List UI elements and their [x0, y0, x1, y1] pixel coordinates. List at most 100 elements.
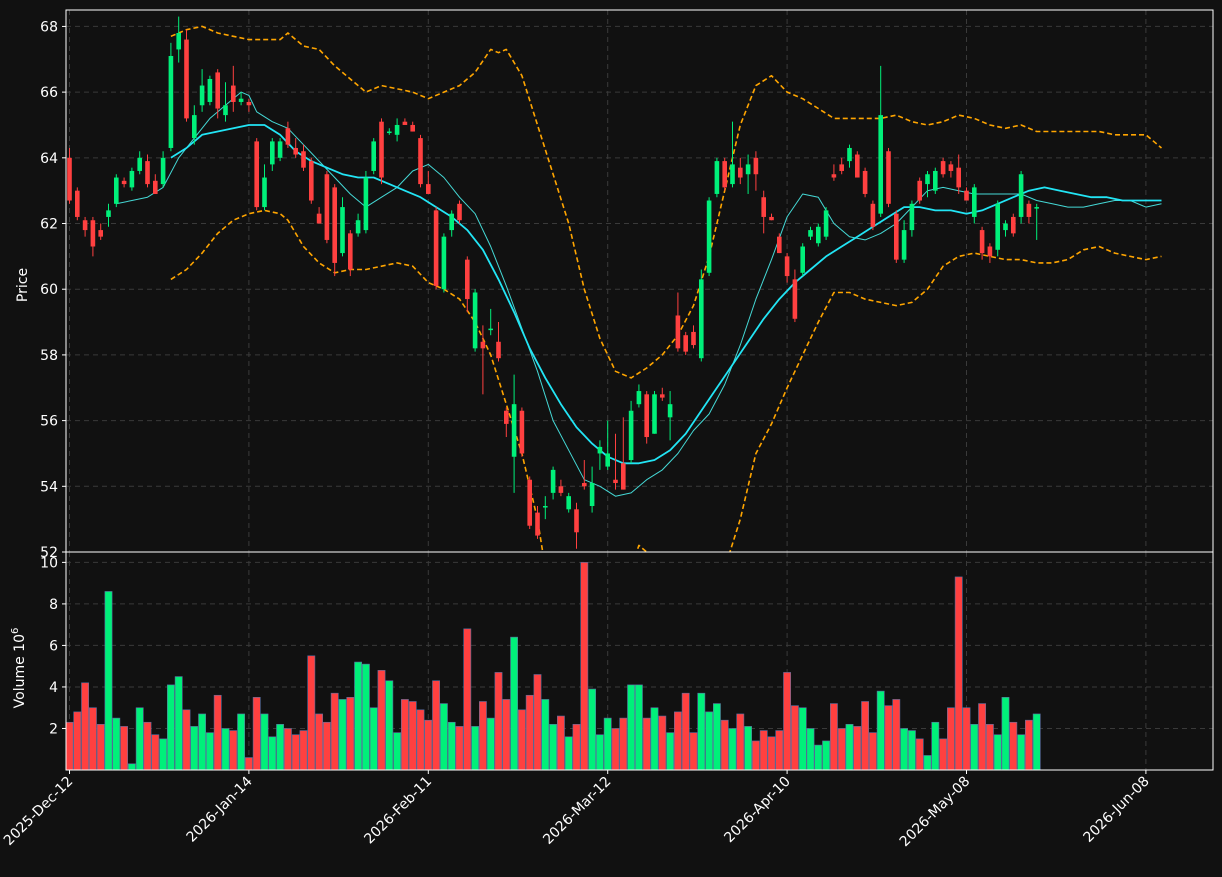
candle-body — [769, 216, 774, 221]
volume-tick-label: 4 — [49, 680, 58, 696]
volume-bar — [471, 726, 479, 770]
candle-body — [574, 509, 579, 533]
candle-body — [636, 391, 642, 405]
candle-body — [340, 207, 345, 254]
volume-bar — [541, 699, 550, 770]
candle-body — [808, 230, 813, 237]
volume-bar — [861, 701, 869, 770]
volume-bar — [728, 728, 737, 770]
price-tick-label: 60 — [40, 282, 58, 298]
volume-bar — [354, 661, 362, 770]
volume-bar — [946, 707, 955, 770]
date-tick-label: 2026-Jan-14 — [184, 773, 256, 845]
candle-body — [714, 161, 720, 194]
volume-bar — [408, 701, 417, 770]
volume-tick-label: 10 — [40, 555, 58, 571]
volume-bar — [681, 692, 690, 770]
candle-body — [948, 164, 954, 171]
volume-bar — [455, 726, 464, 770]
date-tick-label: 2026-Feb-11 — [361, 774, 435, 848]
candle-body — [488, 328, 493, 331]
candle-body — [597, 446, 603, 454]
candle-body — [316, 213, 322, 224]
date-tick-label: 2026-Mar-12 — [540, 774, 614, 848]
candle-body — [979, 230, 985, 254]
candle-body — [324, 174, 330, 240]
volume-bar — [369, 707, 378, 770]
volume-bar — [299, 730, 308, 770]
candle-body — [699, 279, 704, 359]
volume-bar — [588, 688, 596, 770]
volume-tick-label: 2 — [49, 721, 58, 737]
volume-panel-frame — [65, 551, 1214, 771]
candle-body — [90, 220, 96, 247]
volume-bar — [790, 705, 799, 770]
candle-body — [418, 138, 423, 185]
volume-bar — [276, 724, 284, 770]
candle-body — [566, 496, 571, 510]
candle-body — [652, 394, 657, 434]
volume-bar — [104, 591, 113, 770]
volume-bar — [814, 744, 823, 770]
candle-body — [894, 213, 899, 260]
candle-body — [527, 479, 532, 526]
candle-body — [472, 292, 478, 349]
volume-bar — [315, 713, 323, 770]
date-tick-label: 2026-Jun-08 — [1080, 774, 1152, 846]
candle-body — [192, 115, 197, 139]
volume-bar — [112, 717, 121, 770]
candle-body — [535, 512, 540, 536]
date-tick-label: 2025-Dec-12 — [1, 774, 76, 849]
volume-bar — [432, 680, 440, 770]
candle-body — [153, 180, 158, 194]
volume-axis-title-gap: 10 — [12, 634, 28, 656]
volume-bar — [307, 655, 316, 770]
volume-bar — [159, 738, 167, 770]
price-gridlines — [66, 10, 1213, 553]
volume-bar — [611, 728, 620, 770]
candle-body — [465, 259, 470, 300]
volume-bar — [81, 682, 89, 770]
volume-bar — [822, 740, 830, 770]
volume-bar — [673, 711, 682, 770]
candle-body — [855, 154, 860, 178]
candle-body — [605, 453, 610, 467]
candle-body — [129, 170, 135, 188]
volume-plot — [66, 562, 1041, 770]
candle-body — [621, 463, 626, 490]
volume-bar — [174, 676, 183, 770]
volume-bar — [1001, 697, 1010, 770]
candle-body — [1003, 223, 1008, 231]
volume-bar — [853, 726, 862, 770]
volume-bar — [572, 724, 581, 770]
volume-bar — [939, 738, 947, 770]
price-tick-label: 68 — [40, 19, 58, 35]
volume-bar — [1032, 713, 1041, 770]
volume-bar — [135, 707, 144, 770]
volume-bar — [923, 755, 932, 770]
candle-body — [667, 404, 673, 418]
candle-body — [917, 180, 922, 201]
volume-bar — [900, 728, 908, 770]
upper-band-line — [170, 25, 1163, 379]
volume-bar — [533, 674, 542, 770]
volume-bar — [447, 721, 456, 770]
volume-bar — [650, 707, 659, 770]
volume-bar — [712, 703, 721, 770]
volume-bar — [190, 726, 199, 770]
candle-body — [972, 187, 977, 217]
volume-bar — [237, 713, 245, 770]
volume-bar — [783, 672, 791, 770]
candle-body — [82, 220, 88, 231]
volume-bar — [658, 715, 667, 770]
volume-bar — [66, 721, 74, 770]
volume-bar — [478, 701, 487, 770]
volume-bar — [549, 724, 557, 770]
candle-body — [784, 256, 790, 277]
candle-body — [402, 121, 408, 125]
volume-bar — [736, 713, 745, 770]
candle-body — [449, 213, 454, 231]
volume-bar — [424, 719, 433, 770]
candle-body — [660, 394, 665, 398]
volume-bar — [229, 730, 238, 770]
